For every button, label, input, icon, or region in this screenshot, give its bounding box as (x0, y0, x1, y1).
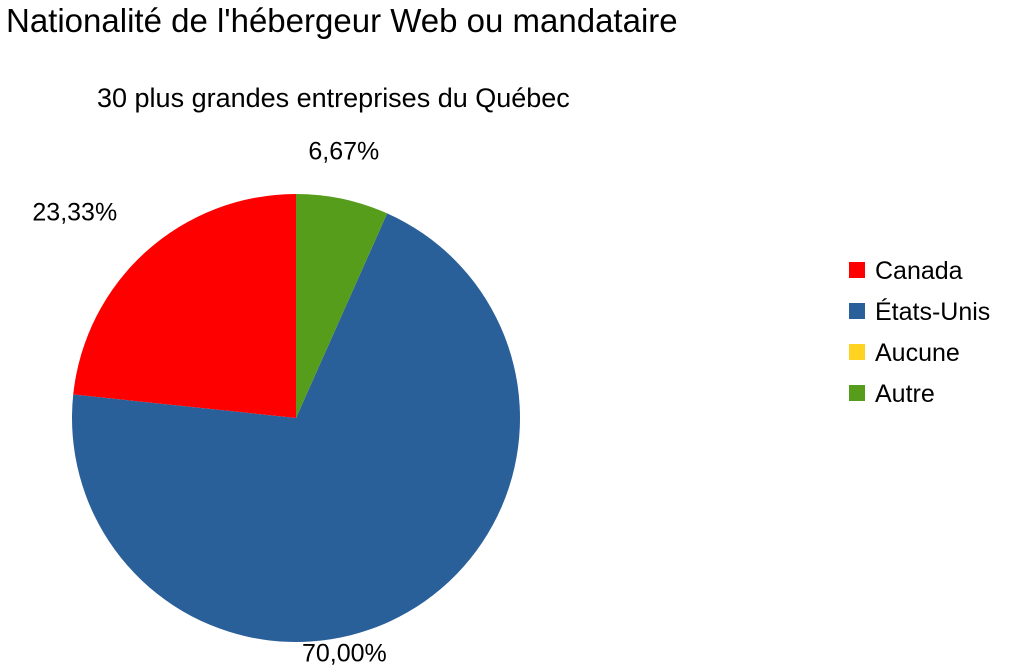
legend-swatch-canada (849, 262, 865, 278)
pie-slice-autre (296, 194, 388, 418)
legend-swatch-aucune (849, 344, 865, 360)
pie-slices (71, 194, 520, 642)
legend-label-aucune: Aucune (875, 339, 960, 367)
data-label-canada: 23,33% (32, 199, 117, 227)
legend: Canada États-Unis Aucune Autre (849, 257, 990, 408)
legend-label-autre: Autre (875, 380, 935, 408)
pie-slice-canada (73, 194, 296, 418)
legend-label-etats-unis: États-Unis (875, 297, 990, 326)
data-labels: 23,33% 70,00% 6,67% (32, 138, 386, 668)
pie-slice-etats-unis (71, 213, 520, 642)
chart-subtitle: 30 plus grandes entreprises du Québec (97, 83, 570, 113)
legend-swatch-etats-unis (849, 303, 865, 319)
legend-swatch-autre (849, 385, 865, 401)
chart-title: Nationalité de l'hébergeur Web ou mandat… (6, 2, 678, 39)
legend-label-canada: Canada (875, 257, 963, 285)
data-label-etats-unis: 70,00% (302, 639, 387, 667)
data-label-autre: 6,67% (308, 138, 379, 166)
